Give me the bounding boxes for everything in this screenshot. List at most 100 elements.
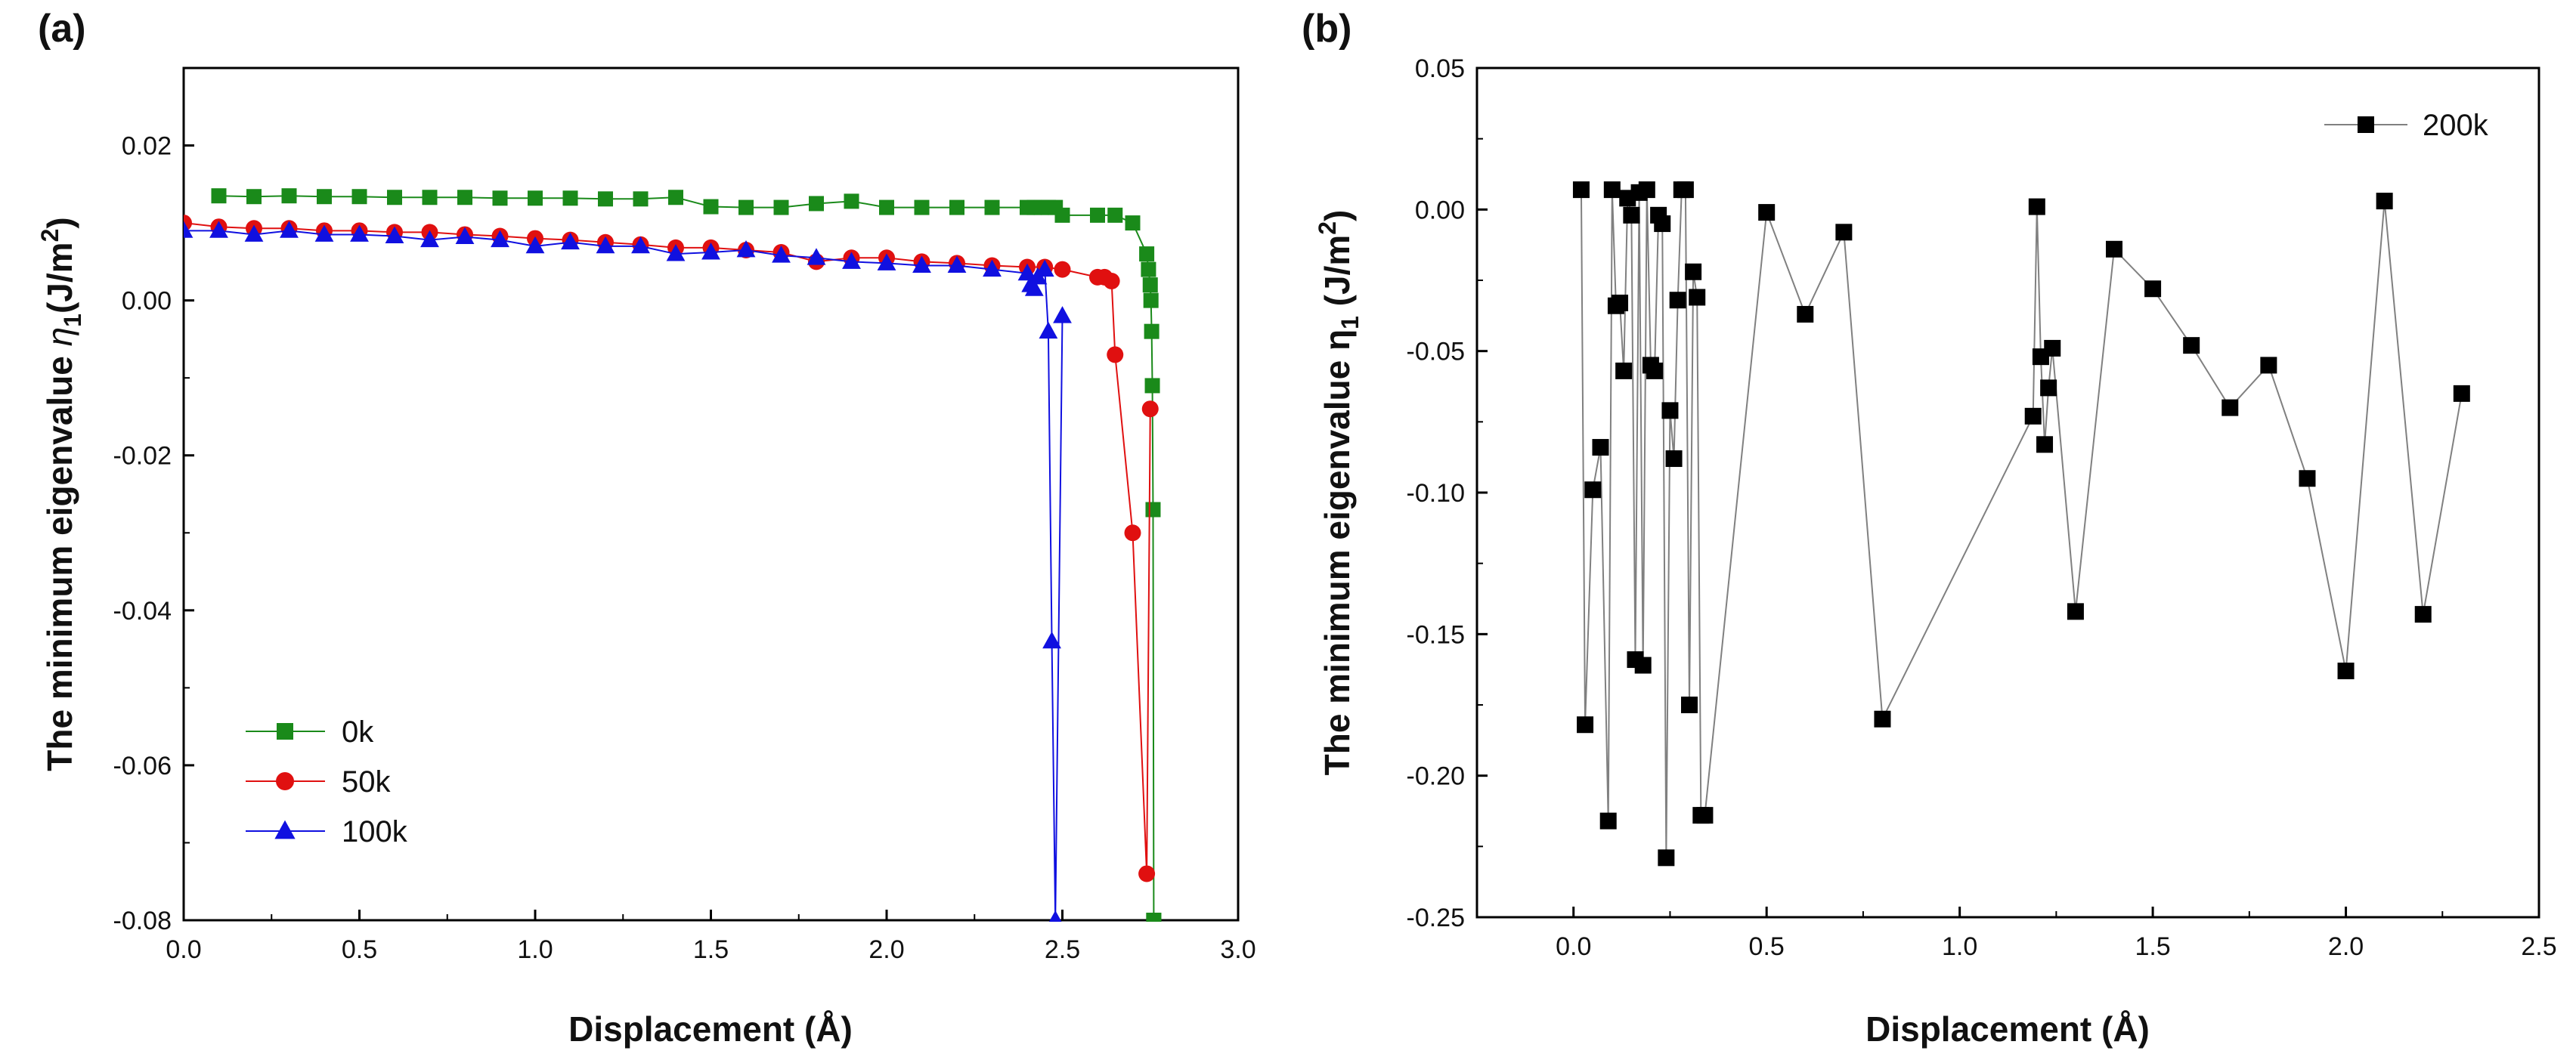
data-point-200k [2040, 379, 2057, 396]
data-point-0k [633, 191, 649, 206]
data-point-0k [387, 190, 402, 205]
data-point-200k [1677, 181, 1694, 198]
data-point-200k [2106, 241, 2122, 258]
data-point-200k [1696, 807, 1713, 824]
data-point-0k [809, 196, 824, 211]
y-tick-label: -0.20 [1407, 762, 1466, 791]
panel-b-y-axis-title-sup: 2 [1314, 221, 1341, 235]
data-point-200k [1577, 716, 1593, 733]
data-point-0k [1141, 262, 1156, 277]
x-tick-label: 3.0 [1220, 935, 1255, 964]
data-point-200k [2067, 603, 2084, 620]
panel-b-y-axis-title-unit: (J/m [1317, 235, 1357, 316]
data-point-0k [1144, 324, 1160, 339]
x-tick-label: 2.0 [868, 935, 904, 964]
panel-b-series [1573, 181, 2470, 866]
panel-a-y-axis-title-sup: 2 [36, 229, 63, 243]
data-point-200k [1646, 363, 1663, 379]
data-point-0k [668, 190, 683, 205]
data-point-0k [282, 188, 297, 203]
x-tick-label: 0.0 [166, 935, 201, 964]
data-point-200k [1797, 306, 1813, 323]
x-tick-label: 2.5 [1045, 935, 1080, 964]
data-point-200k [1685, 264, 1701, 280]
data-point-200k [2376, 193, 2393, 209]
panel-b-y-axis-title-main: The minimum eigenvalue η [1317, 329, 1357, 775]
data-point-200k [2036, 436, 2053, 453]
data-point-0k [1139, 246, 1154, 261]
data-point-200k [2260, 357, 2277, 373]
data-point-0k [1144, 293, 1159, 308]
data-point-200k [1639, 181, 1655, 198]
data-point-0k [915, 200, 930, 215]
data-point-200k [2221, 400, 2238, 416]
data-point-0k [598, 191, 613, 206]
panel-b-y-axis-title: The minimum eigenvalue η1 (J/m2) [1314, 210, 1364, 776]
data-point-200k [1584, 481, 1601, 498]
data-point-0k [1146, 913, 1161, 928]
legend-item-200k: 200k [2324, 109, 2489, 142]
data-point-200k [1623, 207, 1639, 224]
data-point-200k [1666, 450, 1683, 467]
panel-a-x-axis-title: Displacement (Å) [568, 1009, 853, 1049]
panel-a-ticks: 0.0 0.5 1.0 1.5 2.0 2.5 3.0-0.08-0.06-0.04-0.0… [113, 132, 1256, 964]
y-tick-label: 0.00 [122, 287, 172, 316]
x-tick-label: 0.0 [1556, 932, 1591, 961]
panel-a-y-axis-title: The minimum eigenvalue η1(J/m2) [36, 217, 86, 771]
data-point-0k [493, 190, 508, 206]
data-point-0k [317, 189, 332, 204]
y-tick-label: -0.02 [113, 442, 172, 471]
data-point-200k [1612, 295, 1628, 311]
panel-b-y-axis-title-close: ) [1317, 210, 1357, 221]
x-tick-label: 2.0 [2328, 932, 2364, 961]
series-line-50k [184, 223, 1150, 873]
data-point-200k [1658, 849, 1674, 866]
panel-a-label: (a) [38, 7, 86, 51]
data-point-200k [1661, 402, 1678, 419]
data-point-0k [774, 200, 789, 215]
data-point-200k [1670, 292, 1686, 308]
panel-b-x-axis-title: Displacement (Å) [1865, 1009, 2150, 1049]
data-point-50k [1104, 273, 1120, 289]
data-point-0k [704, 199, 719, 215]
series-line-200k [1581, 190, 2462, 858]
legend-marker [274, 820, 295, 839]
panel-b-label: (b) [1302, 7, 1351, 51]
legend-label: 200k [2423, 109, 2489, 142]
data-point-200k [1573, 181, 1590, 198]
data-point-0k [1107, 208, 1122, 223]
x-tick-label: 1.0 [1942, 932, 1977, 961]
data-point-50k [1138, 865, 1155, 882]
figure: (a) 0.0 0.5 1.0 1.5 2.0 2.5 3.0-0.08-0.06-0.04… [0, 0, 2576, 1060]
panel-a: (a) 0.0 0.5 1.0 1.5 2.0 2.5 3.0 -0.08 -0.06 -0.04… [36, 7, 1256, 1049]
data-point-0k [1055, 208, 1070, 223]
data-point-50k [1125, 524, 1141, 541]
data-point-0k [423, 190, 438, 205]
data-point-0k [1145, 502, 1160, 518]
panel-a-y-axis-title-main: The minimum eigenvalue [40, 346, 79, 771]
y-tick-label: -0.15 [1407, 620, 1466, 649]
panel-a-y-axis-title-symbol: η [40, 327, 79, 347]
y-tick-label: -0.08 [113, 907, 172, 935]
data-point-50k [1054, 261, 1071, 278]
legend-item-50k: 50k [246, 765, 391, 799]
data-point-0k [949, 200, 964, 215]
y-tick-label: -0.06 [113, 752, 172, 780]
data-point-100k [1053, 306, 1072, 323]
data-point-100k [1039, 322, 1058, 338]
data-point-50k [1142, 400, 1159, 417]
series-line-100k [184, 230, 1063, 920]
x-tick-label: 1.0 [517, 935, 553, 964]
legend-item-0k: 0k [246, 715, 374, 749]
data-point-200k [1835, 224, 1852, 240]
y-tick-label: -0.25 [1407, 904, 1466, 932]
legend-label: 50k [342, 765, 391, 799]
data-point-200k [2044, 340, 2060, 357]
x-tick-label: 1.5 [2135, 932, 2170, 961]
data-point-0k [985, 200, 1000, 215]
data-point-200k [2025, 408, 2042, 425]
series-200k [1573, 181, 2470, 866]
y-tick-label: 0.00 [1415, 196, 1465, 224]
data-point-0k [1090, 208, 1105, 223]
panel-b-y-axis-title-sub: 1 [1336, 316, 1364, 329]
